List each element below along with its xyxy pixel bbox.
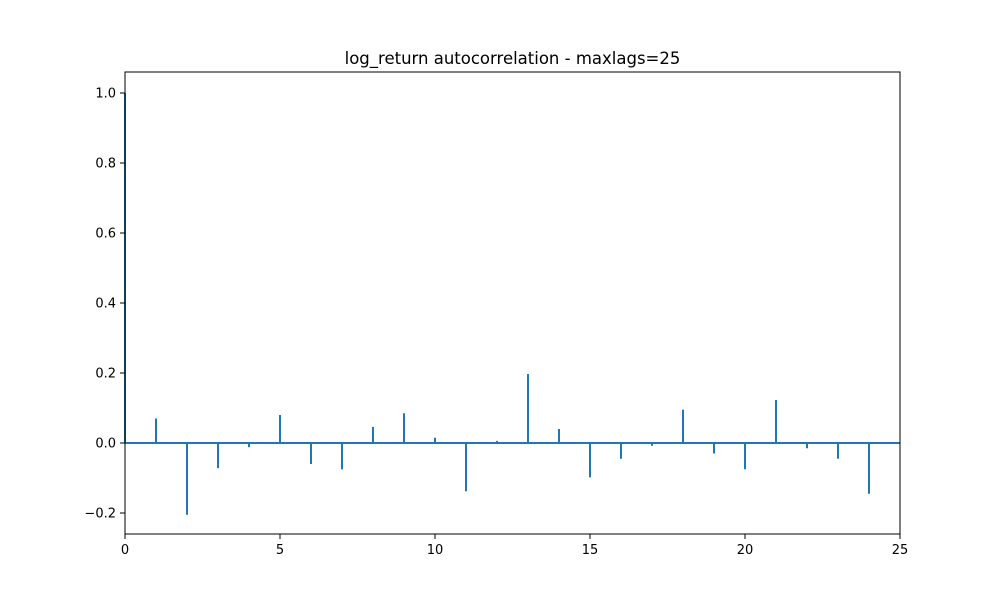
y-tick-label: 0.0	[95, 437, 116, 452]
x-axis-ticks: 0 5 10 15 20 25	[121, 534, 908, 558]
x-tick-label: 20	[737, 543, 754, 558]
y-axis-ticks: −0.2 0.0 0.2 0.4 0.6 0.8 1.0	[84, 87, 125, 522]
x-tick-label: 0	[121, 543, 129, 558]
y-tick-label: 1.0	[95, 87, 116, 102]
y-tick-label: 0.4	[95, 297, 116, 312]
x-tick-label: 5	[276, 543, 284, 558]
x-tick-label: 10	[427, 543, 444, 558]
y-tick-label: 0.2	[95, 367, 116, 382]
x-tick-label: 25	[892, 543, 909, 558]
plot-area-frame	[124, 71, 901, 535]
y-tick-label: 0.6	[95, 227, 116, 242]
y-tick-label: 0.8	[95, 157, 116, 172]
x-tick-label: 15	[582, 543, 599, 558]
chart-title: log_return autocorrelation - maxlags=25	[345, 49, 681, 69]
y-tick-label: −0.2	[84, 507, 116, 522]
